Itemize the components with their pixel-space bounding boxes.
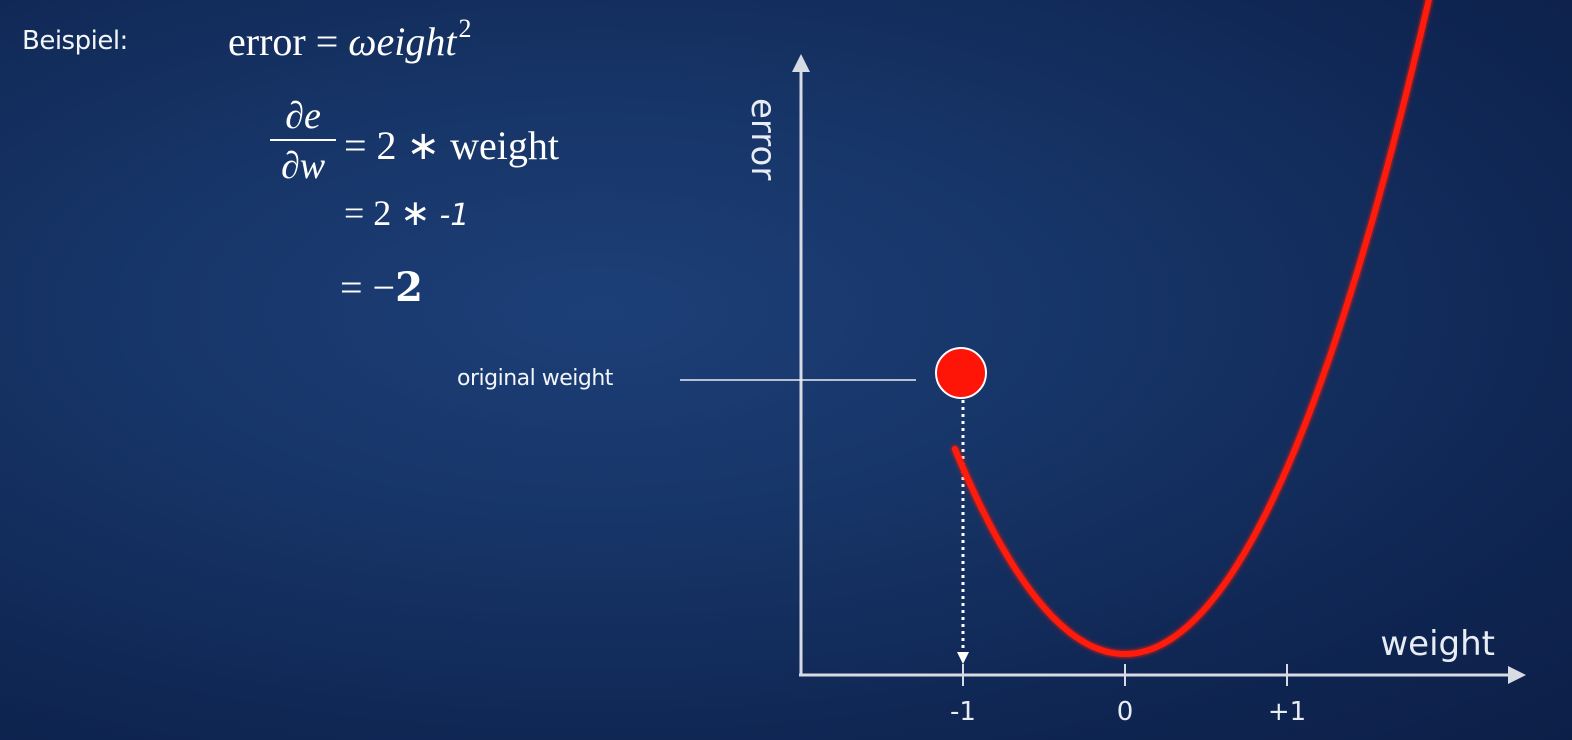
equation-lhs: error = <box>228 19 349 64</box>
x-axis-label: weight <box>1380 624 1495 664</box>
error-curve <box>951 0 1432 657</box>
equation-substitution-prefix: = 2 ∗ <box>344 193 440 233</box>
x-tick-label: -1 <box>950 697 976 727</box>
original-weight-point <box>935 347 987 399</box>
equation-result-value: 2 <box>395 264 423 311</box>
equation-rhs: ωeight <box>348 19 457 64</box>
y-axis-label: error <box>743 98 783 180</box>
equation-result: = −2 <box>340 264 423 311</box>
derivative-numerator: ∂e <box>285 95 321 137</box>
equation-result-prefix: = − <box>340 265 396 310</box>
derivative-denominator: ∂w <box>280 145 326 187</box>
drop-line-arrowhead <box>957 652 969 664</box>
equation-substitution-value: -1 <box>439 198 470 233</box>
x-tick-label: 0 <box>1117 697 1134 727</box>
equation-derivative-rule: = 2 ∗ weight <box>344 123 559 168</box>
equation-error-definition: error = ωeight2 <box>228 14 472 65</box>
equation-substitution: = 2 ∗ -1 <box>344 192 469 234</box>
x-axis-ticks: -1 0 +1 <box>950 664 1306 727</box>
derivative-fraction: ∂e ∂w <box>270 95 336 187</box>
y-axis-arrowhead <box>792 54 810 72</box>
original-weight-label: original weight <box>457 366 613 391</box>
x-axis-arrowhead <box>1508 666 1526 684</box>
example-label: Beispiel: <box>22 26 128 56</box>
fraction-bar <box>270 139 336 141</box>
equation-exponent: 2 <box>458 14 472 43</box>
x-tick-label: +1 <box>1268 697 1306 727</box>
